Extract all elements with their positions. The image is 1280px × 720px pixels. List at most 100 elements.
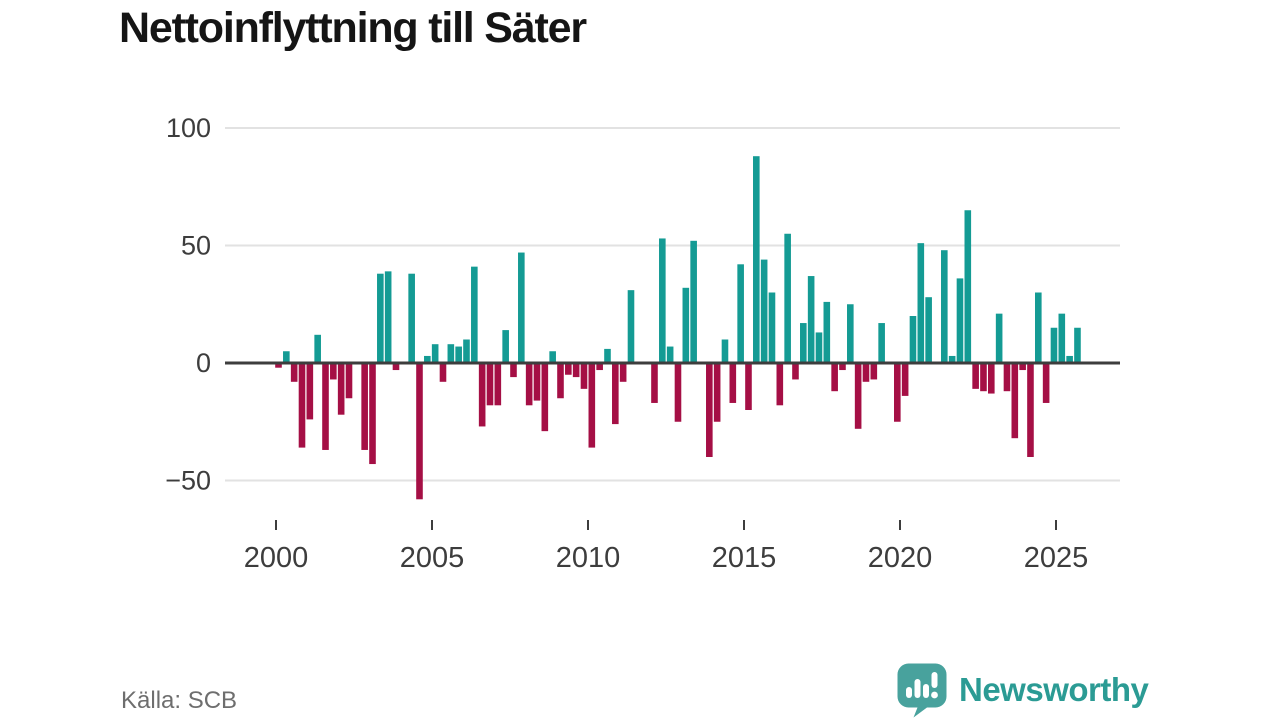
x-axis-label: 2010 bbox=[556, 542, 621, 574]
bar bbox=[964, 210, 972, 363]
bar bbox=[572, 363, 580, 378]
exclamation-dot bbox=[931, 691, 938, 699]
bar bbox=[737, 264, 744, 363]
bar bbox=[682, 287, 690, 363]
bar bbox=[925, 297, 932, 363]
bar bbox=[377, 273, 384, 363]
bar bbox=[847, 304, 854, 363]
speech-bubble-shape bbox=[897, 663, 947, 718]
bar bbox=[1011, 363, 1019, 439]
source-note: Källa: SCB bbox=[121, 687, 238, 714]
bar bbox=[275, 363, 282, 368]
bar bbox=[956, 278, 964, 363]
bar bbox=[502, 330, 509, 363]
bar bbox=[283, 351, 290, 363]
bar bbox=[439, 363, 447, 382]
bar bbox=[1042, 363, 1050, 403]
bar bbox=[839, 363, 846, 371]
bar bbox=[361, 363, 368, 450]
bar bbox=[870, 363, 878, 380]
bar bbox=[878, 323, 885, 363]
bar bbox=[612, 363, 619, 425]
bar bbox=[666, 346, 674, 363]
bar bbox=[1027, 363, 1034, 457]
bar bbox=[768, 292, 776, 363]
y-axis-label: −50 bbox=[165, 466, 211, 496]
bar bbox=[596, 363, 603, 371]
chart-title: Nettoinflyttning till Säter bbox=[119, 4, 587, 52]
bar bbox=[823, 301, 831, 363]
bar bbox=[298, 363, 306, 448]
bar bbox=[854, 363, 862, 429]
bar bbox=[988, 363, 995, 394]
bar bbox=[792, 363, 799, 380]
bar bbox=[486, 363, 494, 406]
bar bbox=[345, 363, 353, 399]
bar bbox=[392, 363, 400, 371]
bar bbox=[337, 363, 345, 415]
x-axis-label: 2000 bbox=[244, 542, 309, 574]
bar bbox=[1003, 363, 1011, 392]
bar bbox=[909, 316, 917, 363]
bar bbox=[831, 363, 838, 392]
bar bbox=[1050, 327, 1058, 363]
bar bbox=[776, 363, 784, 406]
bar bbox=[980, 363, 987, 392]
bar bbox=[729, 363, 737, 403]
bar bbox=[901, 363, 909, 396]
bar bbox=[1066, 355, 1073, 363]
bar bbox=[917, 243, 925, 363]
y-axis-label: 100 bbox=[166, 113, 211, 143]
y-axis-label: 50 bbox=[181, 231, 211, 261]
bar bbox=[330, 363, 337, 380]
bar bbox=[604, 348, 611, 363]
x-axis-label: 2025 bbox=[1024, 542, 1089, 574]
bar bbox=[659, 238, 666, 363]
bar bbox=[478, 363, 486, 427]
bar bbox=[1074, 327, 1081, 363]
bar bbox=[760, 259, 768, 363]
bar bbox=[471, 266, 478, 363]
bar bbox=[815, 332, 823, 363]
bar bbox=[745, 363, 752, 410]
bar bbox=[447, 344, 455, 363]
bar bbox=[463, 339, 470, 363]
x-axis-label: 2020 bbox=[868, 542, 933, 574]
bar bbox=[862, 363, 870, 382]
mini-bar-1 bbox=[906, 687, 912, 698]
bar bbox=[784, 233, 791, 363]
bar bbox=[619, 363, 627, 382]
bar bbox=[290, 363, 298, 382]
bar bbox=[306, 363, 314, 420]
bar bbox=[753, 156, 760, 363]
y-axis-label: 0 bbox=[196, 348, 211, 378]
bar bbox=[314, 334, 321, 363]
exclamation-stem bbox=[931, 672, 938, 688]
bar bbox=[713, 363, 721, 422]
bar bbox=[627, 290, 635, 363]
bar bbox=[800, 323, 807, 363]
bar bbox=[580, 363, 588, 389]
bar bbox=[674, 363, 682, 422]
mini-bar-3 bbox=[923, 684, 929, 698]
bar bbox=[408, 273, 415, 363]
bar bbox=[549, 351, 556, 363]
bar bbox=[1058, 313, 1066, 363]
bar bbox=[518, 252, 525, 363]
bar bbox=[525, 363, 533, 406]
bar bbox=[1019, 363, 1026, 371]
bar bbox=[565, 363, 572, 375]
bar bbox=[369, 363, 376, 465]
bar bbox=[706, 363, 713, 457]
x-axis-label: 2005 bbox=[400, 542, 465, 574]
bar bbox=[384, 271, 392, 363]
bar bbox=[972, 363, 979, 389]
newsworthy-logo: Newsworthy bbox=[896, 662, 1149, 718]
x-axis-label: 2015 bbox=[712, 542, 777, 574]
bar bbox=[416, 363, 423, 500]
bar bbox=[948, 355, 956, 363]
bar bbox=[651, 363, 658, 403]
bar bbox=[424, 355, 431, 363]
mini-bar-2 bbox=[914, 679, 921, 698]
